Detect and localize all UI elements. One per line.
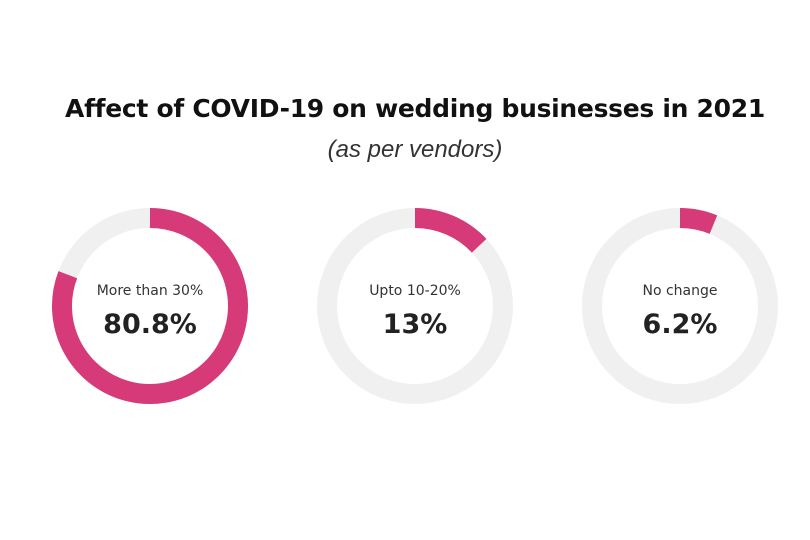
donut-label: Upto 10-20%	[369, 283, 461, 299]
donut-track	[582, 208, 778, 404]
donut-arc	[52, 208, 248, 404]
chart-title: Affect of COVID-19 on wedding businesses…	[65, 94, 765, 123]
donut-label: More than 30%	[97, 283, 204, 299]
donut-value: 13%	[383, 309, 448, 340]
donut-value: 80.8%	[103, 309, 197, 340]
donut-arc	[679, 208, 718, 234]
donut-arc	[414, 208, 487, 253]
donut-label: No change	[642, 283, 717, 299]
chart-subtitle: (as per vendors)	[327, 136, 503, 163]
donut-value: 6.2%	[643, 309, 718, 340]
